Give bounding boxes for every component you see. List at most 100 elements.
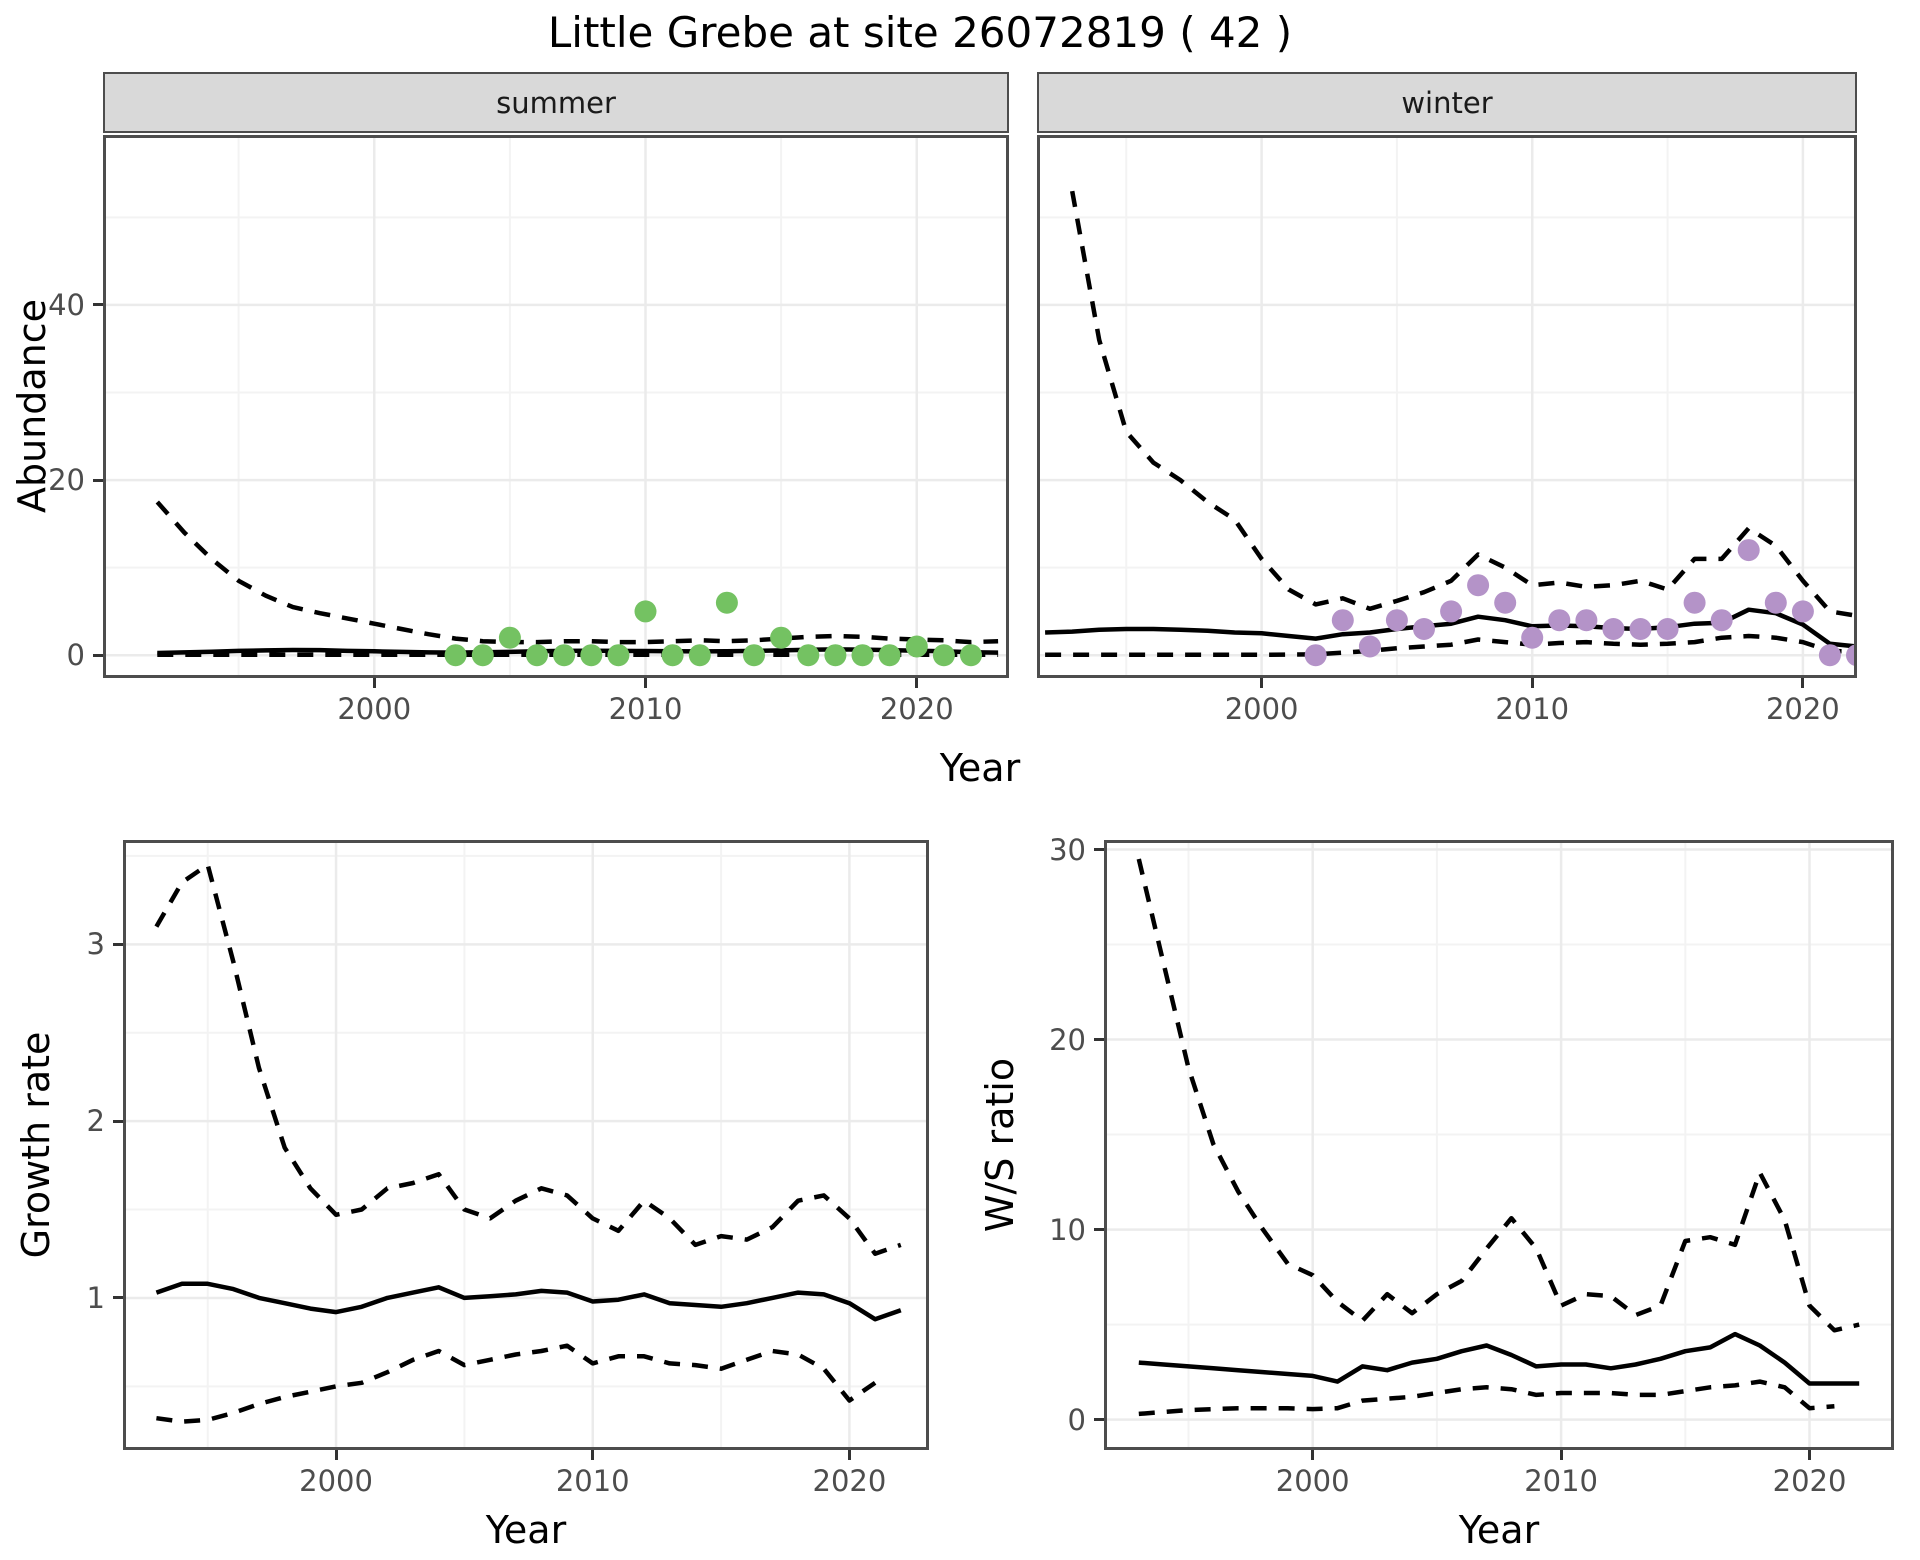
summer-abundance-y-tick-mark <box>93 478 103 482</box>
summer-abundance-observation-dot <box>851 644 874 667</box>
winter-abundance-observation-dot <box>1710 609 1733 632</box>
summer-abundance-observation-dot <box>715 591 738 614</box>
ws-ratio-x-tick-label: 2010 <box>1524 1464 1598 1498</box>
growth-rate-x-tick-mark <box>591 1450 595 1460</box>
facet-strip-summer: summer <box>103 72 1009 133</box>
winter-abundance-observation-dot <box>1818 644 1841 667</box>
growth-rate-x-tick-mark <box>334 1450 338 1460</box>
winter-abundance-observation-dot <box>1304 644 1327 667</box>
summer-abundance-x-tick-mark <box>372 678 376 688</box>
growth-rate-panel <box>123 840 929 1450</box>
summer-abundance-observation-dot <box>553 644 576 667</box>
winter-abundance-observation-dot <box>1521 626 1544 649</box>
winter-abundance-observation-dot <box>1656 618 1679 640</box>
chart-title: Little Grebe at site 26072819 ( 42 ) <box>547 8 1293 57</box>
x-axis-title-year-bottom-right: Year <box>1458 1508 1540 1552</box>
summer-abundance-observation-dot <box>526 644 548 667</box>
growth-rate-y-tick-label: 1 <box>86 1280 105 1315</box>
ws-ratio-y-tick-label: 10 <box>1049 1212 1086 1247</box>
summer-abundance-observation-dot <box>580 644 603 667</box>
summer-abundance-observation-dot <box>905 635 928 658</box>
winter-abundance-observation-dot <box>1440 600 1463 623</box>
summer-abundance-observation-dot <box>932 644 955 667</box>
winter-abundance-x-tick-label: 2020 <box>1765 692 1840 726</box>
winter-abundance-upper-ci-line <box>1069 190 1857 619</box>
ws-ratio-lower-ci-line <box>1138 1379 1835 1417</box>
ws-ratio-y-tick-label: 30 <box>1049 832 1086 867</box>
winter-abundance-observation-dot <box>1629 618 1652 640</box>
ws-ratio-x-tick-label: 2020 <box>1772 1464 1847 1498</box>
growth-rate-y-tick-mark <box>113 1296 123 1300</box>
ws-ratio-y-tick-mark <box>1094 1038 1104 1042</box>
summer-abundance-x-tick-label: 2020 <box>879 692 954 726</box>
growth-rate-y-tick-label: 2 <box>86 1104 105 1139</box>
growth-rate-x-tick-mark <box>847 1450 851 1460</box>
x-axis-title-year-top: Year <box>939 746 1021 790</box>
winter-abundance-observation-dot <box>1494 591 1517 614</box>
growth-rate-y-tick-mark <box>113 942 123 946</box>
summer-abundance-upper-ci-line <box>155 500 999 645</box>
ws-ratio-y-tick-label: 0 <box>1067 1402 1086 1437</box>
ws-ratio-panel <box>1104 840 1894 1450</box>
summer-abundance-observation-dot <box>444 644 467 667</box>
growth-rate-y-tick-mark <box>113 1119 123 1123</box>
x-axis-title-year-bottom-left: Year <box>485 1508 567 1552</box>
summer-abundance-x-tick-mark <box>915 678 919 688</box>
winter-abundance-x-tick-mark <box>1530 678 1534 688</box>
summer-abundance-observation-dot <box>661 644 684 667</box>
winter-abundance-observation-dot <box>1358 635 1381 658</box>
winter-abundance-observation-dot <box>1602 618 1625 640</box>
summer-abundance-y-tick-label: 20 <box>48 463 85 498</box>
winter-abundance-observation-dot <box>1737 539 1760 562</box>
summer-abundance-observation-dot <box>607 644 630 667</box>
ws-ratio-y-tick-mark <box>1094 1228 1104 1232</box>
ws-ratio-y-tick-mark <box>1094 848 1104 851</box>
winter-abundance-observation-dot <box>1791 600 1814 623</box>
summer-abundance-x-tick-label: 2000 <box>337 692 412 726</box>
ws-ratio-x-tick-mark <box>1808 1450 1812 1460</box>
winter-abundance-x-tick-mark <box>1260 678 1264 688</box>
summer-abundance-x-tick-mark <box>644 678 647 688</box>
summer-abundance-observation-dot <box>498 626 521 649</box>
winter-abundance-observation-dot <box>1575 609 1598 632</box>
winter-abundance-observation-dot <box>1385 609 1408 632</box>
winter-abundance-x-tick-label: 2000 <box>1224 692 1299 726</box>
winter-abundance-observation-dot <box>1548 609 1571 632</box>
winter-abundance-observation-dot <box>1467 574 1490 597</box>
ws-ratio-y-tick-mark <box>1094 1418 1104 1422</box>
summer-abundance-observation-dot <box>797 644 820 667</box>
summer-abundance-panel <box>103 135 1009 678</box>
ws-ratio-x-tick-mark <box>1559 1450 1563 1460</box>
growth-rate-y-tick-label: 3 <box>86 927 105 962</box>
winter-abundance-observation-dot <box>1764 591 1787 614</box>
winter-abundance-observation-dot <box>1331 609 1354 632</box>
summer-abundance-observation-dot <box>743 644 765 667</box>
winter-abundance-x-tick-mark <box>1801 678 1805 688</box>
facet-strip-summer-label: summer <box>496 85 616 120</box>
winter-abundance-fit-line <box>1045 607 1857 649</box>
facet-strip-winter: winter <box>1037 72 1857 133</box>
summer-abundance-observation-dot <box>471 644 494 667</box>
growth-rate-upper-ci-line <box>154 862 902 1256</box>
summer-abundance-y-tick-mark <box>93 303 103 307</box>
growth-rate-x-tick-label: 2020 <box>812 1464 887 1498</box>
summer-abundance-observation-dot <box>824 644 847 667</box>
summer-abundance-y-tick-label: 0 <box>66 638 85 673</box>
ws-ratio-fit-line <box>1138 1331 1860 1386</box>
summer-abundance-y-tick-label: 40 <box>48 287 85 322</box>
summer-abundance-observation-dot <box>770 626 793 649</box>
winter-abundance-observation-dot <box>1413 618 1435 640</box>
summer-abundance-observation-dot <box>878 644 901 667</box>
growth-rate-lower-ci-line <box>156 1343 877 1424</box>
winter-abundance-panel <box>1037 135 1857 678</box>
summer-abundance-observation-dot <box>688 644 711 667</box>
y-axis-title-ws-ratio: W/S ratio <box>978 1057 1022 1233</box>
winter-abundance-observation-dot <box>1683 591 1706 614</box>
winter-abundance-x-tick-label: 2010 <box>1495 692 1570 726</box>
summer-abundance-y-tick-mark <box>93 653 103 657</box>
ws-ratio-x-tick-label: 2000 <box>1275 1464 1350 1498</box>
growth-rate-fit-line <box>155 1281 902 1322</box>
ws-ratio-y-tick-label: 20 <box>1049 1022 1086 1057</box>
ws-ratio-x-tick-mark <box>1311 1450 1315 1460</box>
